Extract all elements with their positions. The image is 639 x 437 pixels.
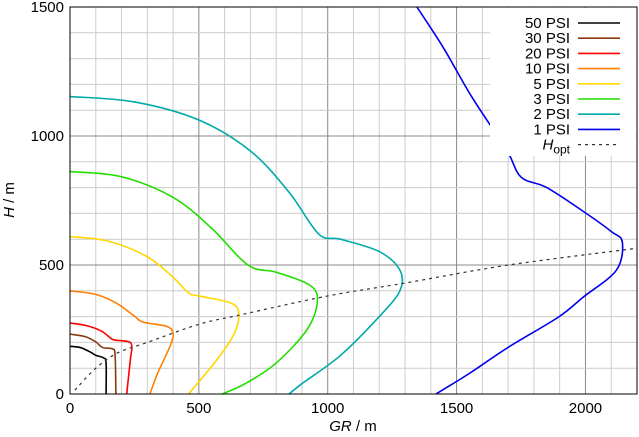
series-line xyxy=(69,333,117,395)
legend-label: 10 PSI xyxy=(525,61,570,78)
y-tick-label: 1000 xyxy=(31,128,64,145)
x-tick-label: 500 xyxy=(186,400,211,417)
series-line xyxy=(69,235,240,395)
y-axis-label: H / m xyxy=(1,182,18,218)
legend-label: 2 PSI xyxy=(533,106,570,123)
tick-labels: 0 500 1000 1500 2000 0 500 1000 1500 xyxy=(31,0,603,417)
x-tick-label: 2000 xyxy=(569,400,602,417)
x-tick-label: 0 xyxy=(66,400,74,417)
legend-label: Hopt xyxy=(542,137,570,157)
series-line xyxy=(74,247,638,391)
y-tick-label: 1500 xyxy=(31,0,64,16)
series-layer xyxy=(69,6,638,395)
x-tick-label: 1000 xyxy=(311,400,344,417)
series-line xyxy=(416,6,624,395)
series-line xyxy=(69,95,404,395)
legend-background xyxy=(490,8,636,156)
series-line xyxy=(69,322,133,395)
x-axis-label: GR / m xyxy=(329,418,377,435)
legend-label: 50 PSI xyxy=(525,15,570,32)
plot-frame xyxy=(69,6,638,395)
series-line xyxy=(69,290,175,395)
y-tick-label: 500 xyxy=(39,257,64,274)
legend-label: 3 PSI xyxy=(533,91,570,108)
y-tick-label: 0 xyxy=(56,386,64,403)
legend-label: 5 PSI xyxy=(533,76,570,93)
series-line xyxy=(69,170,319,395)
x-tick-label: 1500 xyxy=(440,400,473,417)
series-line xyxy=(69,345,108,395)
legend-label: 30 PSI xyxy=(525,30,570,47)
legend-label: 20 PSI xyxy=(525,45,570,62)
legend-label: 1 PSI xyxy=(533,121,570,138)
